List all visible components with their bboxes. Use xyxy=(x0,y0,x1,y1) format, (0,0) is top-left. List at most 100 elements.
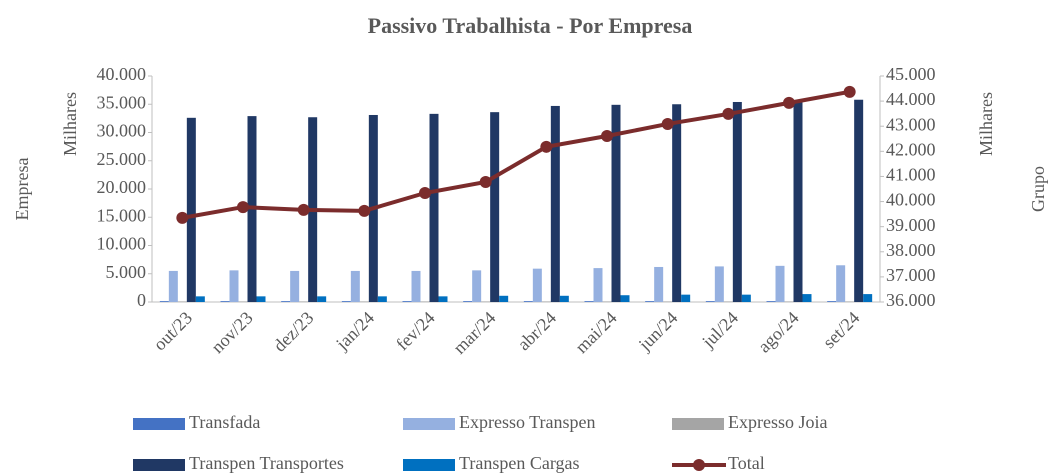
x-tick-label: abr/24 xyxy=(513,308,560,355)
bar xyxy=(220,301,230,302)
line-marker xyxy=(722,107,735,120)
bar xyxy=(854,99,864,302)
x-tick-label: fev/24 xyxy=(392,308,439,355)
bar xyxy=(863,294,873,302)
bar xyxy=(429,113,439,302)
bar xyxy=(186,117,196,302)
y-tick-label: 0 xyxy=(137,290,146,310)
x-tick-label: jun/24 xyxy=(634,308,681,355)
bar xyxy=(654,266,664,302)
legend-label: Transpen Transportes xyxy=(189,453,344,473)
x-tick-label: mai/24 xyxy=(571,308,620,357)
y2-tick-label: 44.000 xyxy=(886,89,936,109)
bar xyxy=(317,296,327,302)
bar xyxy=(481,301,491,302)
bar xyxy=(620,295,630,302)
line-marker xyxy=(540,140,553,153)
y-axis-label: Milhares xyxy=(60,92,80,156)
y-outer-label: Empresa xyxy=(12,158,32,221)
x-tick-label: out/23 xyxy=(149,308,196,355)
bar xyxy=(472,270,482,302)
line xyxy=(181,89,851,220)
bar xyxy=(705,301,715,302)
bar xyxy=(541,301,551,302)
bar xyxy=(793,100,803,302)
y2-tick-label: 36.000 xyxy=(886,290,936,310)
x-tick-label: nov/23 xyxy=(207,308,257,358)
bar xyxy=(499,295,509,302)
x-tick-label: jul/24 xyxy=(698,308,743,353)
line-marker xyxy=(237,201,249,214)
legend-label: Expresso Transpen xyxy=(459,412,596,432)
y2-tick-label: 38.000 xyxy=(886,240,936,260)
bar xyxy=(681,294,691,302)
line-marker xyxy=(843,85,856,98)
bar xyxy=(732,101,742,303)
bar xyxy=(229,270,239,302)
line-marker xyxy=(297,203,310,216)
x-tick-label: set/24 xyxy=(819,308,864,353)
x-tick-label: jan/24 xyxy=(331,308,378,355)
bar xyxy=(645,301,655,302)
bar xyxy=(714,266,724,302)
line-marker xyxy=(419,187,431,200)
bar xyxy=(766,301,776,302)
legend-swatch xyxy=(693,459,705,471)
legend-swatch xyxy=(403,418,455,430)
bar xyxy=(402,301,412,302)
bar xyxy=(845,301,855,302)
bar xyxy=(411,270,421,302)
y-tick-label: 5.000 xyxy=(106,262,147,282)
bar xyxy=(299,301,309,302)
bar xyxy=(350,270,360,302)
line-marker xyxy=(358,204,371,217)
bar xyxy=(723,301,733,302)
y2-tick-label: 37.000 xyxy=(886,265,936,285)
legend-swatch xyxy=(133,459,185,471)
x-tick-label: dez/23 xyxy=(269,308,317,356)
y-tick-label: 25.000 xyxy=(97,149,147,169)
bar xyxy=(256,296,266,302)
bar xyxy=(159,301,169,302)
bar xyxy=(168,270,178,302)
bar xyxy=(559,295,569,302)
legend-label: Transfada xyxy=(189,412,260,432)
bar xyxy=(784,301,794,302)
y-tick-label: 15.000 xyxy=(97,205,147,225)
legend-label: Total xyxy=(728,453,765,473)
bar xyxy=(663,301,673,302)
y-tick-label: 10.000 xyxy=(97,234,147,254)
y2-tick-label: 43.000 xyxy=(886,114,936,134)
line-marker xyxy=(783,96,795,109)
legend-swatch xyxy=(672,418,724,430)
y-tick-label: 30.000 xyxy=(97,121,147,141)
line-marker xyxy=(479,175,492,188)
x-tick-label: mar/24 xyxy=(449,308,499,358)
y-tick-label: 40.000 xyxy=(97,64,147,84)
bar xyxy=(290,270,300,302)
bar xyxy=(775,265,785,302)
y2-tick-label: 42.000 xyxy=(886,139,936,159)
bar xyxy=(827,301,837,302)
bar xyxy=(532,268,542,302)
legend-swatch xyxy=(403,459,455,471)
bar xyxy=(523,301,533,302)
bar xyxy=(602,301,612,302)
bar xyxy=(195,296,205,302)
bar xyxy=(438,296,448,302)
bar xyxy=(281,301,291,302)
bar xyxy=(584,301,594,302)
y-tick-label: 35.000 xyxy=(97,92,147,112)
bar xyxy=(672,104,682,302)
bar xyxy=(490,112,500,302)
line-marker xyxy=(176,211,189,224)
bar xyxy=(550,105,560,302)
line-marker xyxy=(601,130,613,143)
y2-tick-label: 40.000 xyxy=(886,190,936,210)
bar xyxy=(238,301,248,302)
y2-tick-label: 39.000 xyxy=(886,215,936,235)
legend-label: Transpen Cargas xyxy=(459,453,580,473)
chart-title: Passivo Trabalhista - Por Empresa xyxy=(368,13,693,38)
bar xyxy=(836,265,846,302)
